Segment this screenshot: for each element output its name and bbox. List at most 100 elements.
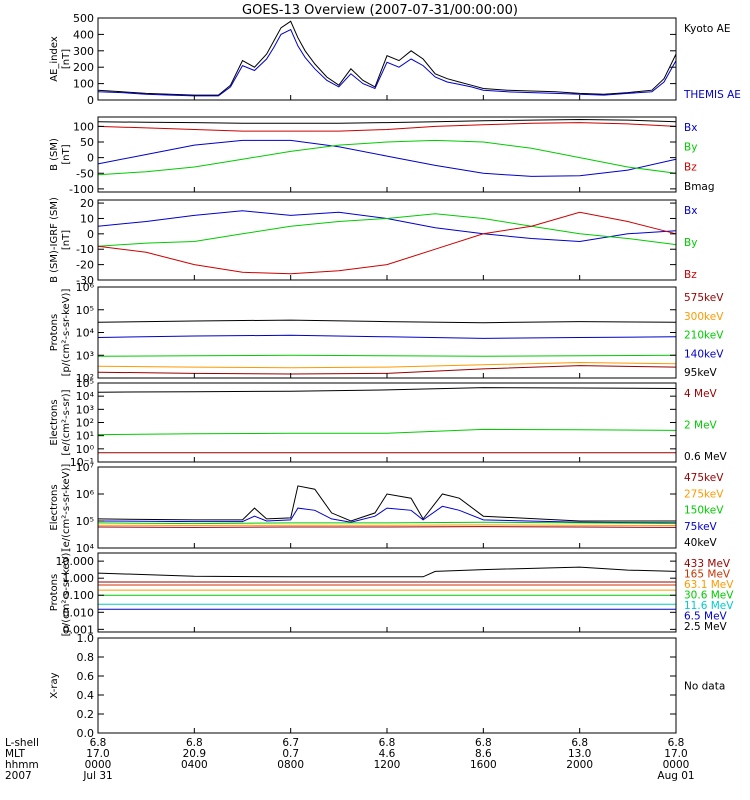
y-axis-label: [e/(cm²-s-sr-keV)]: [61, 464, 72, 552]
series-line-6-4: [97, 524, 677, 527]
y-tick-label: 100: [73, 78, 94, 91]
y-tick-label: 100: [73, 120, 94, 133]
x-tick-label: 0400: [181, 759, 208, 771]
x-tick-label: 6.8: [379, 737, 396, 749]
y-axis-label: Electrons: [49, 399, 60, 445]
x-tick-label: 4.6: [379, 748, 396, 760]
series-line-5-2: [97, 428, 677, 436]
series-line-1-1: [97, 20, 677, 96]
x-tick-label: 6.8: [186, 737, 203, 749]
x-tick-label: 6.7: [282, 737, 299, 749]
y-tick-label: 10⁶: [76, 488, 95, 501]
y-tick-label: -100: [69, 183, 94, 196]
y-axis-label: Electrons: [49, 484, 60, 530]
y-tick-label: 10⁰: [76, 443, 95, 456]
y-tick-label: 1.000: [63, 572, 95, 585]
series-line-4-4: [97, 361, 677, 369]
y-tick-label: 10⁴: [76, 327, 95, 340]
y-tick-label: 0.100: [63, 589, 95, 602]
legend-label: 140keV: [684, 348, 724, 360]
legend-label: 150keV: [684, 505, 724, 517]
x-row-label: MLT: [5, 748, 25, 760]
legend-label: Kyoto AE: [684, 23, 730, 35]
series-line-3-3: [97, 211, 677, 275]
x-tick-label: Aug 01: [657, 770, 694, 782]
y-tick-label: 0: [87, 228, 94, 241]
y-tick-label: 0.6: [77, 670, 95, 683]
legend-label: 475keV: [684, 472, 724, 484]
x-tick-label: 20.9: [183, 748, 206, 760]
y-tick-label: 0.010: [63, 606, 95, 619]
panel-8: 0.0 0.2 0.4 0.6 0.8 1.0 X-ray No data: [49, 632, 725, 740]
y-axis-label: [nT]: [61, 230, 72, 250]
panel-6: 10⁴ 10⁵ 10⁶ 10⁷ Electrons [e/(cm²-s-sr-keV)] 4…: [49, 461, 724, 555]
series-line-6-1: [97, 485, 676, 522]
y-tick-label: 10.000: [56, 555, 95, 568]
panel-frame: [97, 552, 677, 633]
legend-label: 210keV: [684, 330, 724, 342]
y-tick-label: 10⁴: [76, 390, 95, 403]
chart-title: GOES-13 Overview (2007-07-31/00:00:00): [242, 3, 518, 18]
panel-4: 10² 10³ 10⁴ 10⁵ 10⁶ Protons [p/(cm²-s-sr-keV)]…: [49, 281, 724, 385]
legend-label: 300keV: [684, 311, 724, 323]
panel-2: -100 -50 0 50 100 B (SM) [nT] Bx By Bz Bmag: [49, 116, 715, 196]
y-tick-label: -50: [76, 167, 94, 180]
x-row-label: L-shell: [5, 737, 39, 749]
x-row-label: 2007: [5, 770, 32, 782]
legend-label: 30.6 MeV: [684, 590, 734, 602]
legend-label: No data: [684, 681, 725, 693]
series-line-4-1: [97, 319, 677, 324]
y-axis-label: [p/(cm²-s-sr-keV)]: [61, 549, 72, 637]
y-tick-label: 400: [73, 28, 94, 41]
y-tick-label: 10²: [76, 372, 94, 385]
x-tick-label: 1600: [470, 759, 497, 771]
legend-label: 75keV: [684, 521, 718, 533]
y-tick-label: 10⁵: [76, 377, 94, 390]
y-tick-label: 10⁵: [76, 515, 94, 528]
y-tick-label: 50: [80, 136, 94, 149]
y-axis-label: X-ray: [49, 672, 60, 698]
series-line-2-2: [97, 139, 677, 176]
y-tick-label: 10: [80, 212, 94, 225]
y-tick-label: 0.8: [77, 651, 95, 664]
legend-label: By: [684, 237, 697, 249]
y-axis-label: [p/(cm²-s-sr-keV)]: [61, 289, 72, 377]
y-tick-label: 0.4: [77, 689, 95, 702]
y-tick-label: 10⁴: [76, 542, 95, 555]
y-tick-label: 0: [87, 94, 94, 107]
panel-frame: [97, 17, 677, 101]
series-line-6-5: [97, 526, 677, 528]
series-line-2-1: [97, 139, 677, 177]
series-line-2-4: [97, 118, 677, 124]
legend-label: Bz: [684, 269, 697, 281]
y-tick-label: 10¹: [76, 430, 94, 443]
y-tick-label: 500: [73, 12, 94, 25]
x-tick-label: 0800: [277, 759, 304, 771]
x-row-label: hhmm: [5, 759, 39, 771]
legend-label: By: [684, 142, 697, 154]
y-axis-label: [nT]: [61, 144, 72, 164]
legend-label: Bmag: [684, 181, 715, 193]
x-tick-label: 0.7: [282, 748, 299, 760]
y-tick-label: 20: [80, 197, 94, 210]
y-tick-label: 300: [73, 45, 94, 58]
x-tick-label: 13.0: [568, 748, 591, 760]
y-tick-label: 10⁶: [76, 281, 95, 294]
y-tick-label: 10³: [76, 403, 94, 416]
legend-label: Bx: [684, 122, 697, 134]
series-line-5-1: [97, 387, 677, 393]
y-tick-label: 200: [73, 61, 94, 74]
x-tick-label: Jul 31: [82, 770, 112, 782]
y-tick-label: 10²: [76, 417, 94, 430]
x-tick-label: 8.6: [475, 748, 492, 760]
legend-label: 95keV: [684, 367, 718, 379]
legend-label: 6.5 MeV: [684, 611, 728, 623]
panel-frame: [97, 286, 677, 379]
series-line-7-1: [97, 566, 677, 578]
x-tick-label: 17.0: [664, 748, 687, 760]
y-tick-label: 0.001: [63, 623, 95, 636]
legend-label: 4 MeV: [684, 388, 718, 400]
